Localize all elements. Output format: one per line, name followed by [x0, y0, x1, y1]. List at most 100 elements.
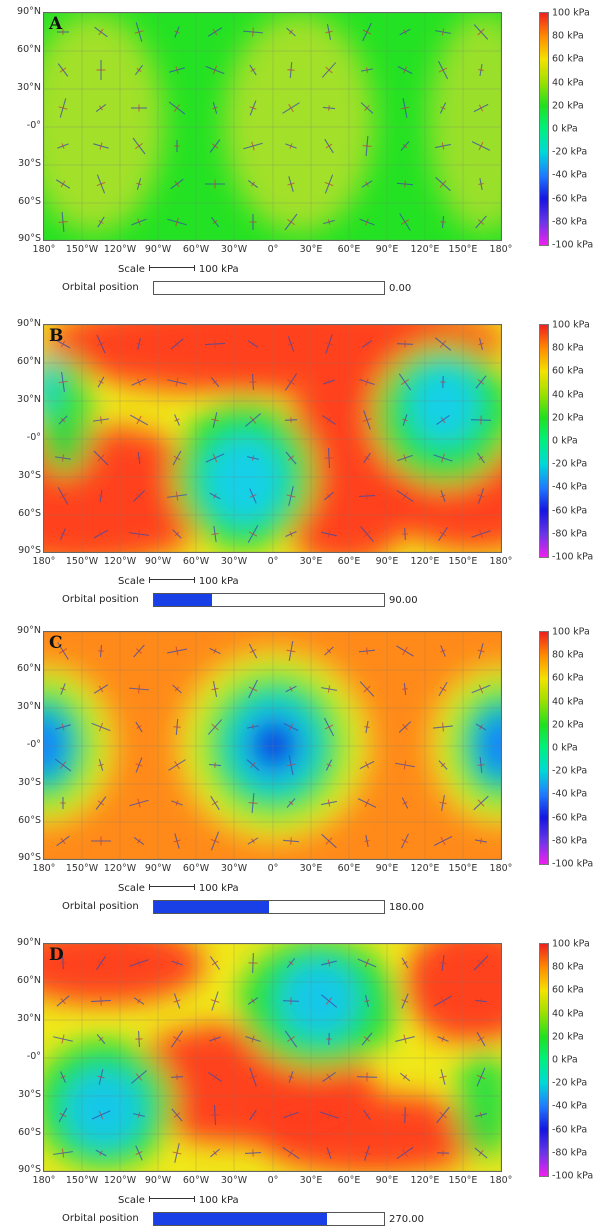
stress-glyph-minor — [477, 765, 484, 766]
orbital-position-bar — [153, 593, 385, 607]
longitude-label: 90°W — [145, 1175, 171, 1186]
latitude-label: 90°N — [17, 6, 41, 17]
colorbar-label: -20 kPa — [552, 1078, 587, 1089]
scale-value: 100 kPa — [199, 576, 239, 587]
longitude-label: 150°E — [449, 556, 478, 567]
colorbar-label: -40 kPa — [552, 482, 587, 493]
longitude-label: 120°W — [104, 244, 136, 255]
latitude-label: 90°N — [17, 937, 41, 948]
stress-glyph-minor — [291, 837, 292, 844]
colorbar-label: 60 kPa — [552, 366, 584, 377]
longitude-label: 150°W — [66, 244, 98, 255]
longitude-label: 60°W — [183, 1175, 209, 1186]
colorbar-label: 20 kPa — [552, 1032, 584, 1043]
colorbar-label: 40 kPa — [552, 390, 584, 401]
longitude-label: 30°E — [300, 244, 323, 255]
colorbar-label: 0 kPa — [552, 124, 578, 135]
latitude-label: 60°S — [18, 196, 41, 207]
latitude-label: 30°N — [17, 1013, 41, 1024]
longitude-label: 150°W — [66, 863, 98, 874]
longitude-label: 60°W — [183, 244, 209, 255]
longitude-label: 60°W — [183, 863, 209, 874]
stress-map — [43, 631, 502, 860]
longitude-label: 90°W — [145, 244, 171, 255]
latitude-label: 30°N — [17, 82, 41, 93]
scale-bar — [149, 577, 195, 583]
longitude-label: 150°W — [66, 556, 98, 567]
colorbar-label: 0 kPa — [552, 1055, 578, 1066]
colorbar-label: 0 kPa — [552, 743, 578, 754]
stress-glyph-minor — [287, 70, 294, 71]
longitude-label: 90°W — [145, 863, 171, 874]
stress-glyph-minor — [173, 727, 180, 728]
longitude-label: 180° — [490, 244, 513, 255]
colorbar-label: -80 kPa — [552, 217, 587, 228]
colorbar-label: 0 kPa — [552, 436, 578, 447]
colorbar-label: 100 kPa — [552, 8, 590, 19]
scale-value: 100 kPa — [199, 264, 239, 275]
longitude-label: 0° — [268, 863, 279, 874]
longitude-label: 180° — [33, 1175, 56, 1186]
colorbar-label: 60 kPa — [552, 673, 584, 684]
orbital-position-bar — [153, 281, 385, 295]
field-region — [204, 435, 284, 525]
colorbar-label: 80 kPa — [552, 343, 584, 354]
orbital-position-label: Orbital position — [62, 1213, 139, 1224]
longitude-label: 60°E — [338, 244, 361, 255]
stress-map — [43, 12, 502, 241]
latitude-label: -0° — [27, 739, 41, 750]
orbital-position-fill — [154, 1213, 327, 1225]
panel-letter: C — [49, 633, 63, 653]
longitude-label: 90°W — [145, 556, 171, 567]
orbital-position-fill — [154, 901, 269, 913]
longitude-label: 60°W — [183, 556, 209, 567]
panel-letter: D — [49, 945, 64, 965]
stress-glyph-minor — [139, 685, 140, 694]
scale-bar — [149, 265, 195, 271]
orbital-position-label: Orbital position — [62, 594, 139, 605]
stress-glyph-minor — [481, 998, 482, 1003]
colorbar-label: -60 kPa — [552, 813, 587, 824]
field-region — [409, 365, 479, 445]
longitude-label: 90°E — [376, 863, 399, 874]
scale-bar — [149, 884, 195, 890]
stress-glyph-minor — [249, 803, 258, 804]
longitude-label: 120°E — [411, 244, 440, 255]
colorbar — [539, 324, 549, 558]
scale-label: Scale — [118, 1195, 145, 1206]
latitude-label: 60°N — [17, 663, 41, 674]
longitude-label: 180° — [33, 863, 56, 874]
latitude-label: 90°N — [17, 625, 41, 636]
field-region — [224, 13, 374, 233]
longitude-label: 60°E — [338, 1175, 361, 1186]
scale-bar — [149, 1196, 195, 1202]
latitude-label: 90°S — [18, 233, 41, 244]
colorbar-label: -80 kPa — [552, 529, 587, 540]
orbital-position-label: Orbital position — [62, 901, 139, 912]
stress-map — [43, 943, 502, 1172]
colorbar-label: 100 kPa — [552, 627, 590, 638]
latitude-label: 30°S — [18, 777, 41, 788]
orbital-position-fill — [154, 594, 212, 606]
latitude-label: -0° — [27, 120, 41, 131]
colorbar-label: -40 kPa — [552, 1101, 587, 1112]
longitude-label: 120°W — [104, 1175, 136, 1186]
colorbar-label: -60 kPa — [552, 1125, 587, 1136]
colorbar-label: 60 kPa — [552, 985, 584, 996]
latitude-label: 90°N — [17, 318, 41, 329]
longitude-label: 60°E — [338, 556, 361, 567]
stress-field — [44, 325, 501, 552]
stress-glyph-minor — [405, 180, 406, 187]
colorbar-label: -40 kPa — [552, 789, 587, 800]
colorbar — [539, 631, 549, 865]
field-region — [64, 1069, 144, 1149]
colorbar-label: -20 kPa — [552, 147, 587, 158]
orbital-position-label: Orbital position — [62, 282, 139, 293]
longitude-label: 120°W — [104, 556, 136, 567]
colorbar-label: -60 kPa — [552, 506, 587, 517]
